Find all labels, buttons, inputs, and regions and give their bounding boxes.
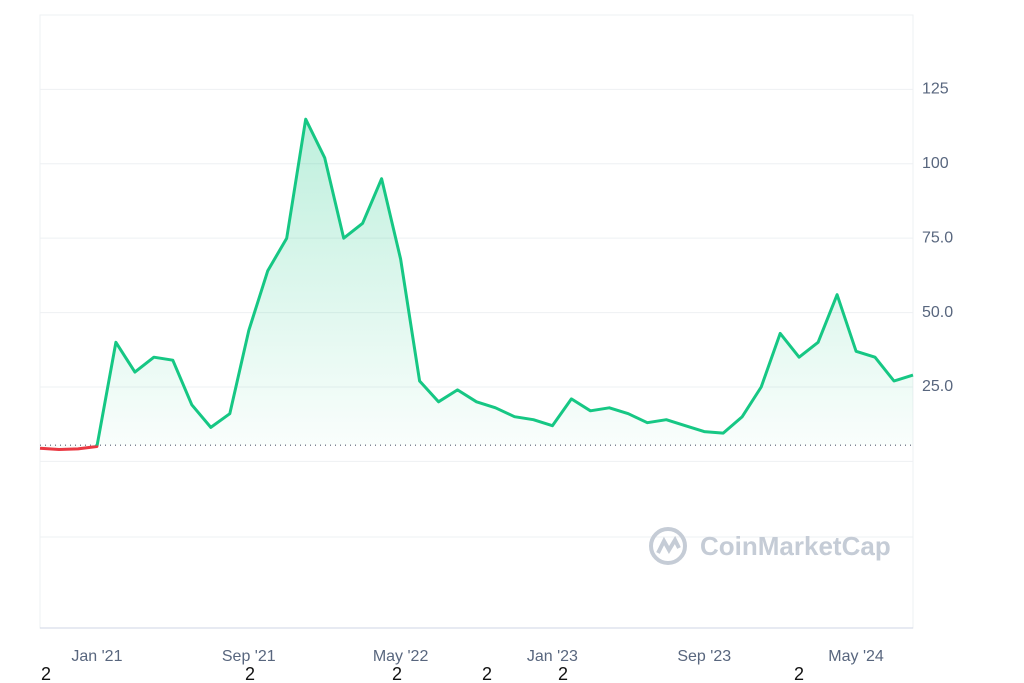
x-tick-label: Jan '23 — [527, 648, 578, 665]
x-tick-label: Jan '21 — [71, 648, 122, 665]
footer-mark: 2 — [392, 664, 402, 683]
y-tick-label: 100 — [922, 155, 949, 172]
price-area — [40, 119, 913, 450]
footer-mark: 2 — [794, 664, 804, 683]
footer-mark: 2 — [482, 664, 492, 683]
watermark-logo — [649, 527, 687, 565]
y-tick-label: 125 — [922, 81, 949, 98]
watermark: CoinMarketCap — [700, 531, 891, 561]
footer-mark: 2 — [558, 664, 568, 683]
y-tick-label: 75.0 — [922, 229, 953, 246]
x-tick-label: Sep '23 — [677, 648, 731, 665]
y-tick-label: 50.0 — [922, 304, 953, 321]
x-tick-label: May '22 — [373, 648, 429, 665]
price-line — [39, 117, 914, 451]
y-tick-label: 25.0 — [922, 378, 953, 395]
footer-mark: 2 — [245, 664, 255, 683]
footer-mark: 2 — [41, 664, 51, 683]
x-tick-label: Sep '21 — [222, 648, 276, 665]
x-tick-label: May '24 — [828, 648, 884, 665]
